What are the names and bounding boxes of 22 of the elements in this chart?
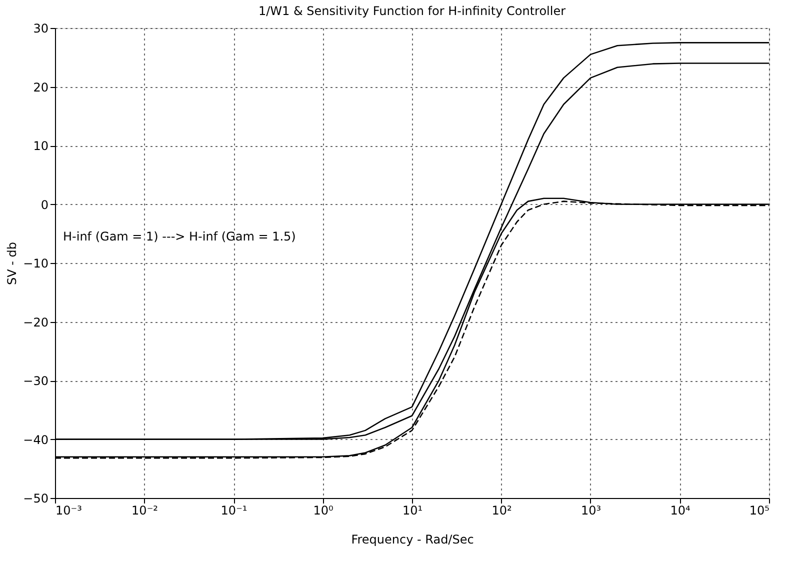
x-axis-title: Frequency - Rad/Sec	[351, 532, 474, 546]
x-tick-label: 10⁰	[313, 504, 334, 518]
y-tick-label: 30	[33, 22, 48, 36]
y-tick-label: 0	[40, 198, 48, 212]
x-tick-label: 10⁻³	[56, 504, 82, 518]
x-tick-label: 10⁻²	[132, 504, 158, 518]
annotation: H-inf (Gam = 1) ---> H-inf (Gam = 1.5)	[63, 229, 296, 244]
y-tick-label: −20	[23, 315, 48, 330]
y-tick-label: −50	[23, 492, 48, 506]
x-tick-label: 10⁴	[670, 504, 690, 518]
chart-title: 1/W1 & Sensitivity Function for H-infinity Controller	[258, 4, 566, 18]
y-tick-label: −40	[23, 432, 48, 447]
x-tick-label: 10⁻¹	[220, 504, 248, 518]
y-axis-title: SV - db	[5, 242, 20, 286]
x-tick-label: 10¹	[402, 504, 423, 518]
y-tick-label: 20	[33, 80, 48, 94]
x-tick-label: 10⁵	[749, 504, 770, 518]
y-tick-label: −10	[23, 256, 48, 270]
x-tick-label: 10²	[492, 504, 512, 518]
y-tick-label: −30	[23, 374, 48, 388]
y-tick-label: 10	[33, 139, 48, 153]
x-tick-label: 10³	[580, 504, 602, 518]
